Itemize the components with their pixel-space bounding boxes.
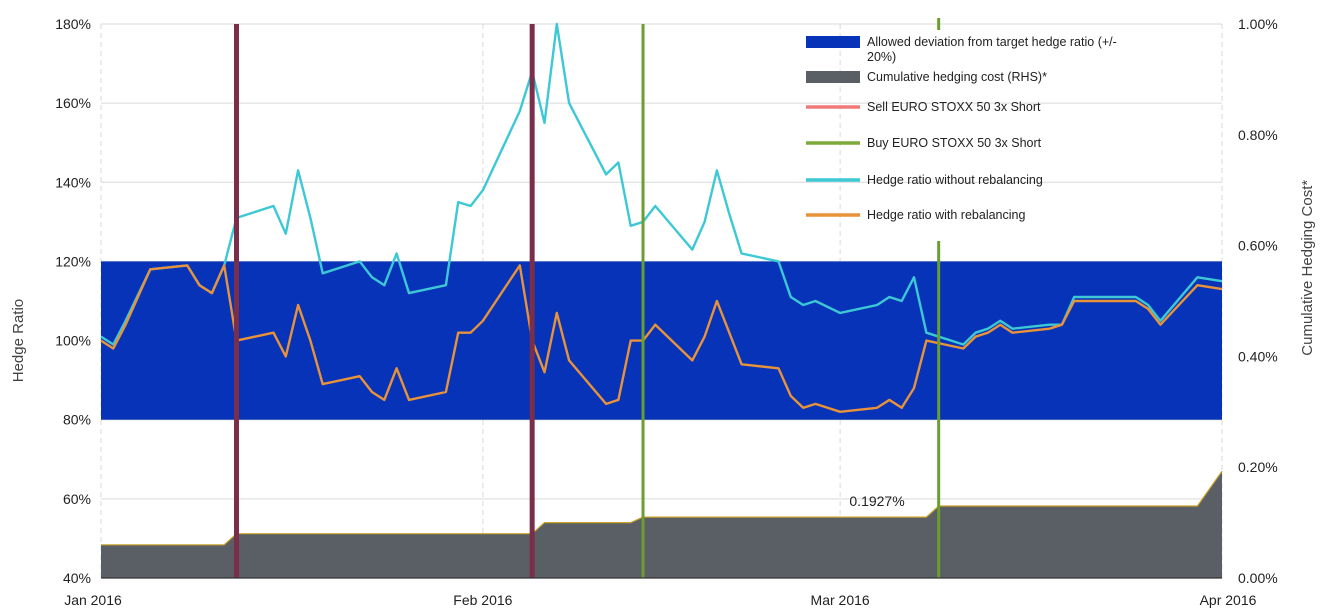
y-tick-label: 40% [63,570,91,586]
legend-swatch [806,36,860,48]
y-tick-label: 180% [55,16,91,32]
legend-label: Buy EURO STOXX 50 3x Short [867,136,1042,150]
rebalancing-event-lines [234,18,941,578]
cost-annotation: 0.1927% [849,493,904,509]
x-tick-label: Feb 2016 [453,592,512,608]
legend-swatch [806,71,860,83]
legend-label: Allowed deviation from target hedge rati… [867,35,1117,49]
y-tick-label: 80% [63,412,91,428]
x-tick-label: Apr 2016 [1200,592,1257,608]
cost-area [101,471,1222,578]
y-tick-label: 120% [55,253,91,269]
y2-tick-label: 0.20% [1238,459,1278,475]
y-tick-label: 160% [55,95,91,111]
y-tick-label: 100% [55,333,91,349]
series-line-without-rebalancing [100,22,1223,346]
legend-label-cont: 20%) [867,50,896,64]
allowed-deviation-band [101,261,1222,420]
legend-label: Sell EURO STOXX 50 3x Short [867,100,1041,114]
y2-tick-label: 0.00% [1238,570,1278,586]
y-axis-title: Hedge Ratio [10,299,27,382]
y2-tick-label: 0.40% [1238,348,1278,364]
legend-label: Cumulative hedging cost (RHS)* [867,70,1047,84]
x-tick-label: Mar 2016 [811,592,870,608]
y2-axis-title: Cumulative Hedging Cost* [1299,180,1316,356]
series-line-with-rebalancing [100,264,1223,413]
y-tick-label: 60% [63,491,91,507]
y2-tick-label: 0.60% [1238,238,1278,254]
y2-tick-label: 0.80% [1238,127,1278,143]
axes: 40% 60% 80% 100% 120% 140% 160% 180% 0.00% 0.20% 0… [55,16,1278,608]
cumulative-hedging-cost-area [101,470,1223,578]
band-rect [101,261,1222,420]
y2-tick-label: 1.00% [1238,16,1278,32]
legend-label: Hedge ratio with rebalancing [867,208,1025,222]
legend: Allowed deviation from target hedge rati… [806,35,1117,222]
hedge-ratio-series [100,22,1223,413]
legend-label: Hedge ratio without rebalancing [867,173,1043,187]
x-tick-label: Jan 2016 [64,592,122,608]
cost-area-edge [101,470,1223,546]
y-tick-label: 140% [55,174,91,190]
